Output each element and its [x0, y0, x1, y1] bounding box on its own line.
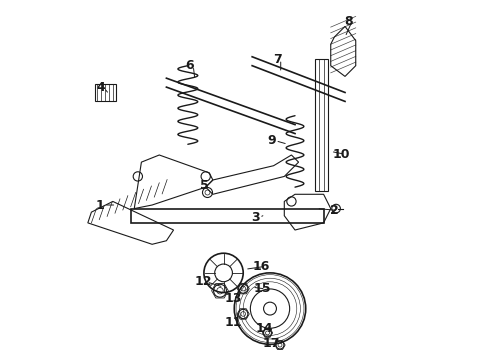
- Text: 16: 16: [252, 260, 270, 273]
- Text: 6: 6: [185, 59, 194, 72]
- Text: 3: 3: [251, 211, 260, 224]
- Text: 9: 9: [268, 134, 276, 147]
- Text: 12: 12: [194, 275, 212, 288]
- Text: 17: 17: [262, 337, 280, 350]
- Text: 8: 8: [344, 14, 353, 27]
- Text: 11: 11: [225, 316, 243, 329]
- Text: 5: 5: [199, 179, 208, 192]
- Text: 1: 1: [96, 198, 105, 212]
- Text: 13: 13: [225, 292, 242, 305]
- Text: 7: 7: [273, 53, 282, 66]
- Text: 14: 14: [256, 322, 273, 335]
- Text: 4: 4: [96, 81, 105, 94]
- Text: 10: 10: [333, 148, 350, 161]
- Text: 15: 15: [253, 283, 271, 296]
- Text: 2: 2: [330, 204, 339, 217]
